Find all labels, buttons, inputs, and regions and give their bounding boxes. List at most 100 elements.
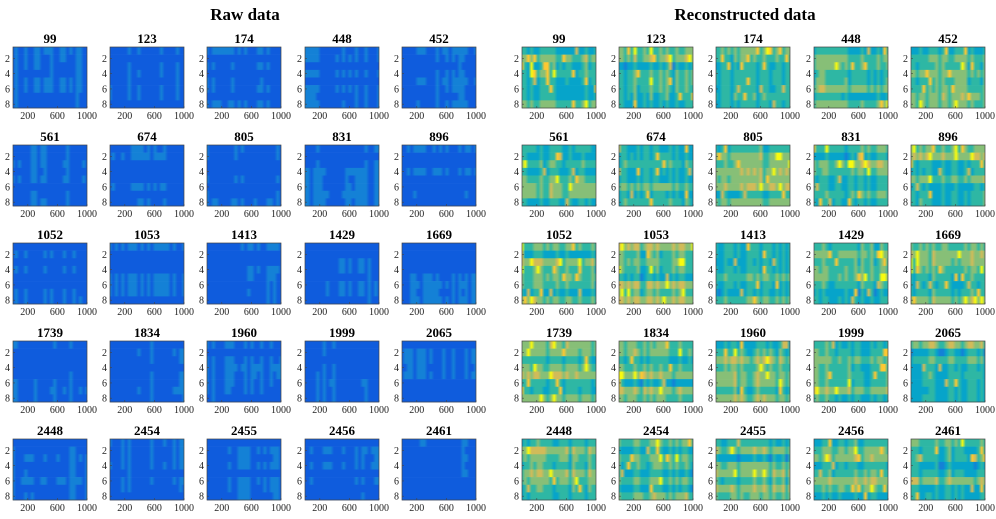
heatmap-row (207, 153, 281, 161)
y-tick-label: 2 (394, 152, 399, 163)
heatmap-row (305, 85, 379, 93)
y-tick-label: 4 (5, 363, 10, 374)
heatmap-row (522, 485, 596, 493)
heatmap-row (207, 183, 281, 191)
heatmap-row (814, 281, 888, 289)
heatmap-row (402, 477, 476, 485)
x-tick-label: 1000 (878, 405, 898, 416)
heatmap-row (716, 477, 790, 485)
y-tick-label: 4 (611, 363, 616, 374)
heatmap-row (814, 191, 888, 199)
y-tick-label: 8 (611, 198, 616, 209)
y-tick-label: 8 (5, 198, 10, 209)
y-tick-label: 2 (297, 152, 302, 163)
x-tick-label: 200 (20, 405, 35, 416)
y-tick-label: 4 (199, 265, 204, 276)
heatmap-row (716, 100, 790, 108)
y-tick-label: 4 (297, 265, 302, 276)
y-tick-label: 6 (514, 84, 519, 95)
heatmap-row (619, 160, 693, 168)
heatmap-row (13, 341, 87, 349)
y-tick-label: 2 (199, 152, 204, 163)
heatmap-row (814, 274, 888, 282)
heatmap-row (716, 168, 790, 176)
y-tick-label: 6 (806, 476, 811, 487)
x-tick-label: 200 (117, 405, 132, 416)
y-tick-label: 4 (514, 461, 519, 472)
y-tick-label: 2 (903, 446, 908, 457)
heatmap-row (13, 274, 87, 282)
subplot-title: 1669 (935, 227, 962, 242)
subplot-title: 831 (332, 129, 352, 144)
heatmap-row (619, 439, 693, 447)
heatmap-row (402, 379, 476, 387)
x-tick-label: 200 (117, 209, 132, 220)
heatmap-row (207, 78, 281, 86)
y-tick-label: 2 (5, 54, 10, 65)
heatmap-row (402, 168, 476, 176)
y-tick-label: 4 (297, 167, 302, 178)
heatmap-row (305, 274, 379, 282)
y-tick-label: 4 (611, 69, 616, 80)
heatmap-row (911, 85, 985, 93)
heatmap-row (110, 78, 184, 86)
heatmap-row (814, 145, 888, 153)
heatmap-row (522, 462, 596, 470)
heatmap-row (305, 485, 379, 493)
y-tick-label: 4 (5, 167, 10, 178)
subplot-title: 896 (938, 129, 958, 144)
x-tick-label: 200 (918, 503, 933, 514)
x-tick-label: 600 (50, 307, 65, 318)
y-tick-label: 2 (708, 152, 713, 163)
x-tick-label: 200 (409, 209, 424, 220)
heatmap-row (13, 198, 87, 206)
heatmap-row (716, 289, 790, 297)
heatmap-row (207, 266, 281, 274)
subplot-title: 1739 (546, 325, 573, 340)
heatmap-row (207, 243, 281, 251)
heatmap-row (619, 251, 693, 259)
heatmap-row (402, 372, 476, 380)
x-tick-label: 600 (439, 503, 454, 514)
x-tick-label: 1000 (271, 307, 291, 318)
x-tick-label: 200 (20, 209, 35, 220)
heatmap-row (716, 439, 790, 447)
heatmap-row (207, 47, 281, 55)
heatmap-row (402, 349, 476, 357)
x-tick-label: 200 (409, 307, 424, 318)
subplot-title: 1960 (231, 325, 257, 340)
y-tick-label: 8 (903, 198, 908, 209)
heatmap-row (305, 477, 379, 485)
y-tick-label: 8 (514, 198, 519, 209)
x-tick-label: 200 (214, 405, 229, 416)
heatmap-row (911, 356, 985, 364)
y-tick-label: 6 (611, 378, 616, 389)
heatmap-row (814, 47, 888, 55)
x-tick-label: 200 (821, 111, 836, 122)
heatmap-row (522, 341, 596, 349)
heatmap-row (13, 62, 87, 70)
x-tick-label: 600 (559, 111, 574, 122)
y-tick-label: 2 (5, 250, 10, 261)
x-tick-label: 600 (439, 307, 454, 318)
heatmap-row (619, 93, 693, 101)
x-tick-label: 600 (753, 209, 768, 220)
heatmap-row (110, 394, 184, 402)
heatmap-row (13, 447, 87, 455)
y-tick-label: 2 (199, 446, 204, 457)
x-tick-label: 600 (50, 111, 65, 122)
x-tick-label: 600 (656, 503, 671, 514)
heatmap-row (814, 93, 888, 101)
heatmap-row (402, 100, 476, 108)
x-tick-label: 1000 (466, 209, 486, 220)
heatmap-row (814, 243, 888, 251)
y-tick-label: 6 (514, 476, 519, 487)
y-tick-label: 2 (394, 54, 399, 65)
heatmap-row (110, 85, 184, 93)
x-tick-label: 1000 (683, 503, 703, 514)
heatmap-row (13, 387, 87, 395)
y-tick-label: 6 (102, 280, 107, 291)
heatmap-row (522, 168, 596, 176)
x-tick-label: 600 (656, 307, 671, 318)
heatmap-row (619, 258, 693, 266)
